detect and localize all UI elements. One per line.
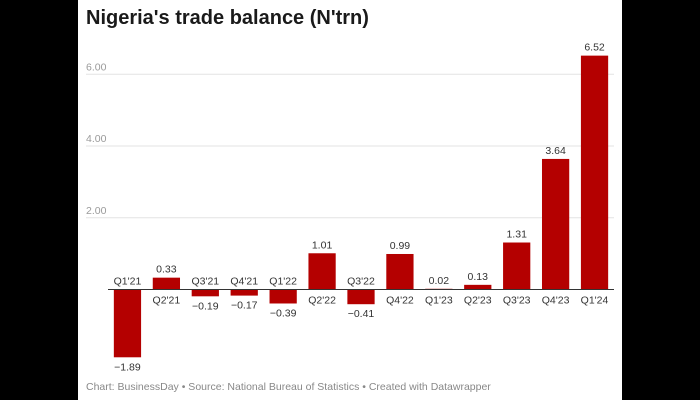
bar	[386, 253, 414, 290]
bar	[503, 242, 531, 290]
chart-title: Nigeria's trade balance (N'trn)	[86, 7, 369, 29]
data-label: 0.02	[429, 275, 450, 287]
data-label: 0.33	[156, 264, 177, 276]
category-label: Q3'21	[191, 276, 219, 288]
data-label: −1.89	[114, 361, 141, 373]
bar	[308, 253, 336, 290]
footer-credit: Chart: BusinessDay	[86, 381, 179, 393]
data-label: 3.64	[545, 145, 566, 157]
labels: 2.00 4.00 6.00 −1.89 Q1'21 0.33 Q2'21 −0.19 Q3'2…	[86, 42, 609, 374]
data-label: 6.52	[584, 42, 605, 54]
category-label: Q2'23	[464, 295, 492, 307]
y-tick-label: 6.00	[86, 61, 107, 73]
bar	[113, 289, 142, 358]
data-label: 1.31	[506, 229, 527, 241]
category-label: Q1'24	[581, 295, 609, 307]
category-label: Q2'22	[308, 295, 336, 307]
data-label: −0.41	[348, 308, 375, 320]
category-label: Q4'23	[542, 295, 570, 307]
y-tick-label: 2.00	[86, 205, 107, 217]
category-label: Q1'21	[114, 276, 142, 288]
bar	[230, 289, 258, 296]
bars	[113, 55, 609, 358]
data-label: −0.19	[192, 300, 219, 312]
category-label: Q3'23	[503, 295, 531, 307]
chart-footer: Chart: BusinessDay • Source: National Bu…	[86, 381, 491, 393]
category-label: Q3'22	[347, 276, 375, 288]
bar	[152, 277, 181, 290]
bar	[541, 158, 570, 290]
data-label: 0.13	[468, 271, 489, 283]
bar	[464, 284, 492, 290]
data-label: 0.99	[390, 240, 411, 252]
bar	[269, 289, 297, 304]
data-label: −0.17	[231, 300, 258, 312]
y-tick-label: 4.00	[86, 133, 107, 145]
gridlines	[86, 73, 614, 219]
footer-source: • Source: National Bureau of Statistics …	[181, 381, 491, 393]
data-label: 1.01	[312, 239, 333, 251]
category-label: Q1'23	[425, 295, 453, 307]
bar	[347, 289, 375, 305]
category-label: Q4'22	[386, 295, 414, 307]
bar-chart: 2.00 4.00 6.00 −1.89 Q1'21 0.33 Q2'21 −0.19 Q3'2…	[86, 42, 614, 374]
bar	[580, 55, 609, 290]
category-label: Q1'22	[269, 276, 297, 288]
chart-panel: Nigeria's trade balance (N'trn) 2.00 4.00…	[78, 0, 622, 400]
bar	[191, 289, 219, 297]
category-label: Q4'21	[230, 276, 258, 288]
data-label: −0.39	[270, 307, 297, 319]
category-label: Q2'21	[153, 295, 181, 307]
